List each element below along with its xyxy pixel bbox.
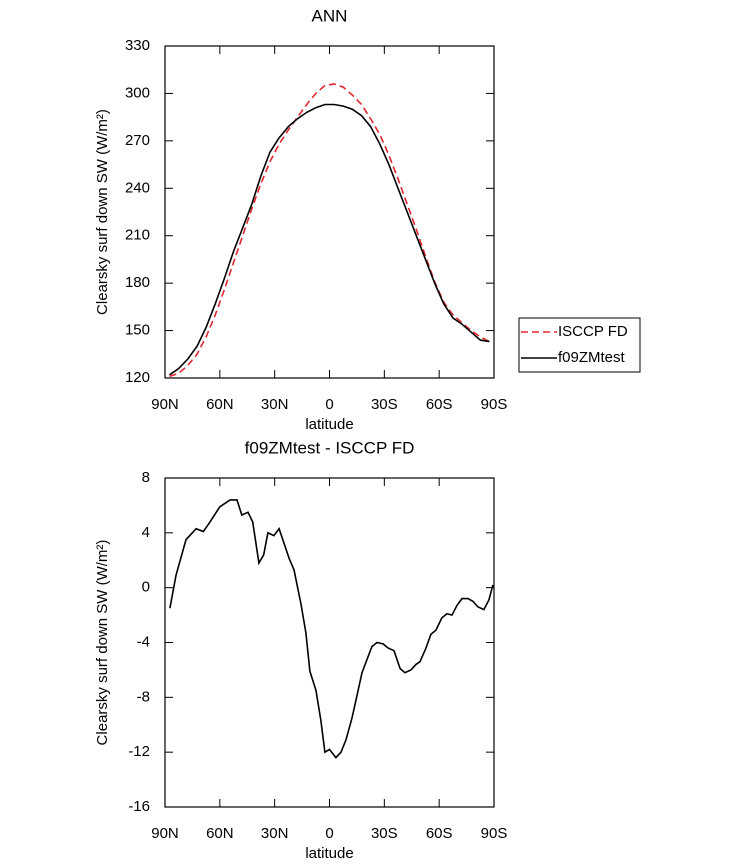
series-line [169, 103, 490, 376]
y-tick-label: 0 [142, 579, 150, 596]
y-tick-label: -12 [128, 743, 150, 760]
series-line [169, 499, 494, 759]
chart-title: ANN [312, 6, 348, 25]
chart-title: f09ZMtest - ISCCP FD [245, 438, 415, 457]
x-tick-label: 0 [325, 396, 333, 413]
x-tick-label: 90S [481, 825, 508, 842]
x-axis-label: latitude [305, 845, 353, 862]
y-tick-label: 300 [125, 84, 150, 101]
y-tick-label: 8 [142, 469, 150, 486]
x-tick-label: 60N [206, 396, 234, 413]
x-tick-label: 30S [371, 825, 398, 842]
y-tick-label: 120 [125, 369, 150, 386]
y-axis-label: Clearsky surf down SW (W/m²) [94, 540, 111, 746]
x-tick-label: 0 [325, 825, 333, 842]
x-tick-label: 60S [426, 825, 453, 842]
y-tick-label: 240 [125, 179, 150, 196]
y-tick-label: 180 [125, 274, 150, 291]
x-tick-label: 90S [481, 396, 508, 413]
x-tick-label: 30N [261, 396, 289, 413]
x-tick-label: 60N [206, 825, 234, 842]
x-tick-label: 30S [371, 396, 398, 413]
legend-label: f09ZMtest [558, 349, 626, 366]
y-tick-label: -4 [137, 633, 150, 650]
legend-box [518, 317, 641, 373]
legend-label: ISCCP FD [558, 323, 628, 340]
y-tick-label: 270 [125, 132, 150, 149]
series-line [169, 83, 490, 378]
y-tick-label: 4 [142, 524, 150, 541]
plot-frame [164, 477, 495, 808]
x-tick-label: 60S [426, 396, 453, 413]
y-tick-label: 330 [125, 37, 150, 54]
x-tick-label: 30N [261, 825, 289, 842]
y-tick-label: 210 [125, 227, 150, 244]
x-tick-label: 90N [151, 825, 179, 842]
y-tick-label: 150 [125, 322, 150, 339]
y-tick-label: -16 [128, 798, 150, 815]
y-axis-label: Clearsky surf down SW (W/m²) [94, 109, 111, 315]
plot-frame [164, 45, 495, 379]
x-axis-label: latitude [305, 416, 353, 433]
x-tick-label: 90N [151, 396, 179, 413]
y-tick-label: -8 [137, 688, 150, 705]
